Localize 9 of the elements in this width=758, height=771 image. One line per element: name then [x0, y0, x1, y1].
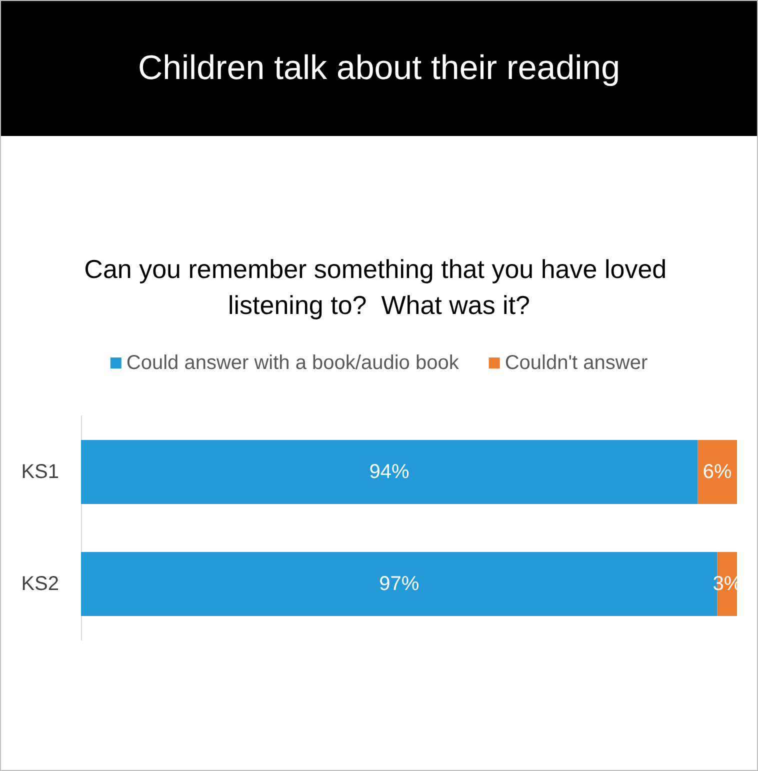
y-tick-label: KS2: [21, 573, 59, 595]
data-label: 94%: [369, 461, 410, 483]
data-label: 6%: [702, 461, 732, 483]
legend-label: Could answer with a book/audio book: [126, 352, 460, 374]
legend-label: Couldn't answer: [504, 352, 648, 374]
y-tick-label: KS1: [21, 461, 59, 483]
data-label: 97%: [379, 573, 420, 595]
chart-subtitle: Can you remember something that you have loved listening to? What was it?: [84, 254, 674, 320]
chart-title: Children talk about their reading: [1, 1, 757, 136]
